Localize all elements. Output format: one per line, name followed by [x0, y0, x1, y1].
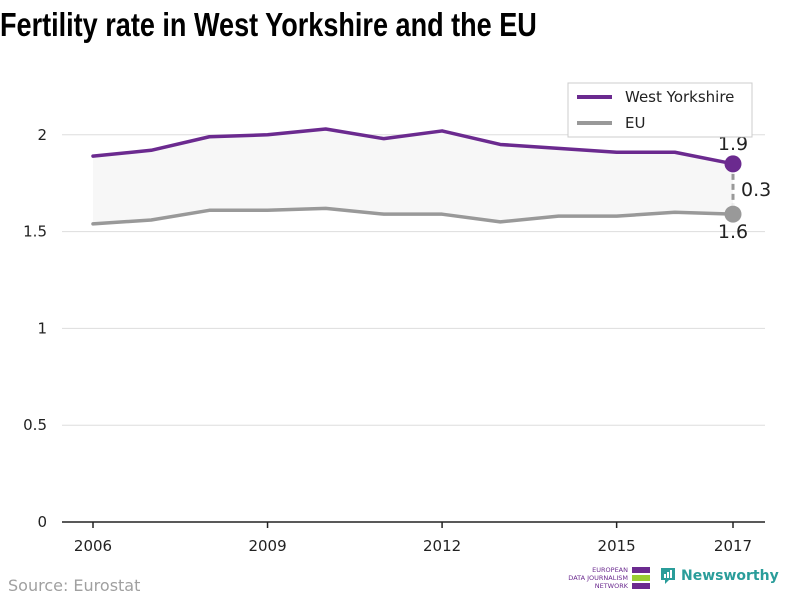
- difference-band: [93, 128, 733, 224]
- eu-line: [91, 206, 735, 226]
- ejn-line-3: NETWORK: [594, 582, 628, 590]
- ejn-bar-3: [632, 583, 650, 589]
- x-tick-label: 2017: [714, 537, 752, 555]
- legend-label-eu: EU: [625, 114, 645, 132]
- eu-end-point: [724, 205, 742, 223]
- axes: 0 0.5 1 1.5 2 2006 2009 2012 2015 2017: [23, 126, 765, 555]
- newsworthy-wordmark: Newsworthy: [681, 568, 779, 584]
- x-tick-label: 2015: [598, 537, 636, 555]
- newsworthy-logo: Newsworthy: [660, 566, 779, 586]
- end-annotations: 1.9 1.6 0.3: [718, 133, 771, 243]
- ejn-line-2: DATA JOURNALISM: [568, 574, 628, 582]
- ejn-bar-1: [632, 567, 650, 573]
- y-tick-label: 1.5: [23, 223, 47, 241]
- difference-band-area: [93, 128, 733, 224]
- chart-title: Fertility rate in West Yorkshire and the…: [0, 6, 537, 43]
- series-lines: [91, 127, 735, 226]
- european-data-journalism-network-logo: EUROPEAN DATA JOURNALISM NETWORK: [564, 566, 650, 590]
- newsworthy-icon: [661, 568, 675, 584]
- west-yorkshire-end-point: [724, 155, 742, 173]
- legend: West Yorkshire EU: [567, 82, 753, 138]
- west-yorkshire-line: [91, 127, 735, 166]
- difference-label: 0.3: [741, 179, 771, 201]
- y-tick-label: 2: [37, 126, 47, 144]
- eu-end-label: 1.6: [718, 221, 748, 243]
- ejn-line-1: EUROPEAN: [592, 566, 628, 574]
- x-tick-label: 2009: [248, 537, 286, 555]
- y-tick-label: 1: [37, 319, 47, 337]
- x-tick-label: 2006: [74, 537, 112, 555]
- x-tick-label: 2012: [423, 537, 461, 555]
- west-yorkshire-end-label: 1.9: [718, 133, 748, 155]
- y-tick-label: 0.5: [23, 416, 47, 434]
- source-note: Source: Eurostat: [8, 576, 141, 595]
- legend-box: [567, 82, 753, 138]
- y-tick-label: 0: [37, 513, 47, 531]
- ejn-bar-2: [632, 575, 650, 581]
- legend-label-west-yorkshire: West Yorkshire: [625, 88, 734, 106]
